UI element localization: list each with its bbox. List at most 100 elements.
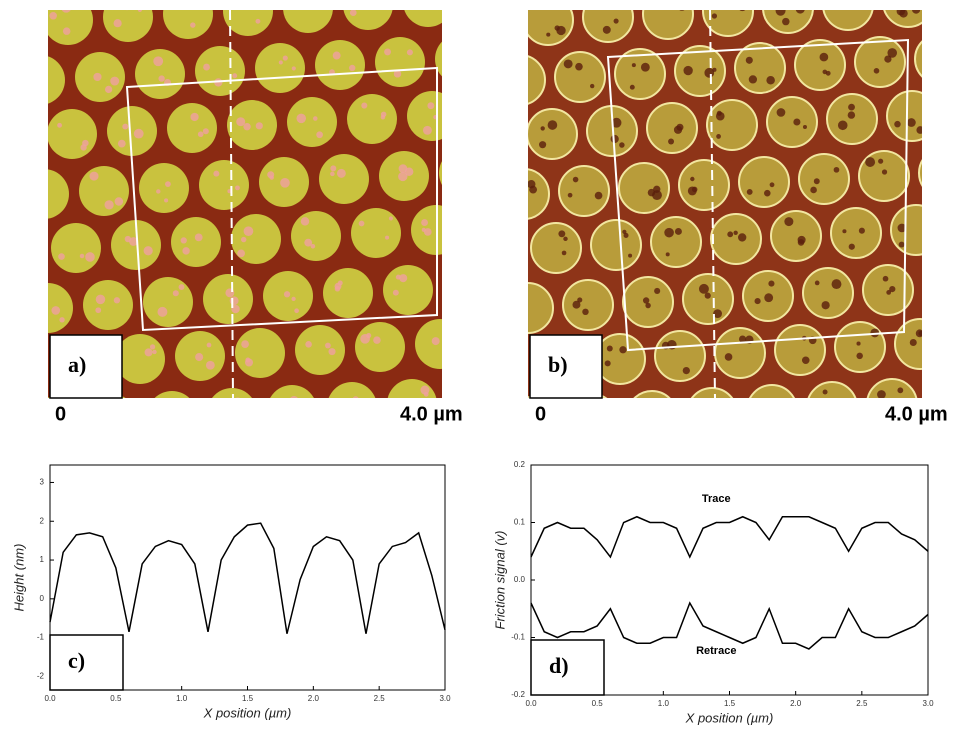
series-annotation: Trace	[702, 493, 731, 505]
dot	[407, 91, 457, 141]
speck	[245, 358, 253, 366]
dot	[135, 49, 185, 99]
speck	[747, 189, 753, 195]
dot	[951, 202, 979, 252]
speck	[172, 0, 179, 3]
speck	[423, 126, 432, 135]
speck	[490, 101, 498, 109]
speck	[822, 301, 830, 309]
dot	[803, 268, 853, 318]
speck	[856, 353, 863, 360]
dot	[591, 220, 641, 270]
speck	[766, 76, 775, 85]
speck	[207, 343, 212, 348]
speck	[793, 118, 800, 125]
speck	[662, 427, 668, 433]
speck	[665, 0, 671, 2]
dot	[267, 385, 317, 435]
speck	[907, 118, 916, 127]
speck	[305, 341, 312, 348]
speck	[499, 231, 503, 235]
speck	[432, 3, 438, 9]
speck	[510, 51, 514, 55]
speck	[607, 346, 613, 352]
speck	[573, 177, 579, 183]
speck	[764, 293, 773, 302]
speck	[339, 403, 345, 409]
speck	[153, 56, 163, 66]
speck	[516, 296, 525, 305]
speck	[233, 397, 242, 406]
dot	[355, 322, 405, 372]
speck	[932, 65, 939, 72]
scale-end: 4.0 µm	[400, 403, 463, 425]
speck	[912, 6, 920, 14]
speck	[933, 168, 939, 174]
speck	[95, 307, 101, 313]
speck	[849, 244, 855, 250]
speck	[894, 121, 900, 127]
speck	[8, 125, 16, 133]
speck	[179, 284, 185, 290]
speck	[63, 27, 71, 35]
dot	[955, 316, 979, 366]
speck	[925, 237, 930, 242]
speck	[630, 85, 635, 90]
speck	[104, 200, 113, 209]
speck	[688, 186, 697, 195]
speck	[37, 426, 43, 432]
speck	[269, 175, 273, 179]
dot	[531, 223, 581, 273]
dot	[383, 265, 433, 315]
dot	[711, 214, 761, 264]
speck	[229, 419, 236, 426]
dot	[943, 0, 979, 24]
y-tick-label: 2	[40, 516, 45, 525]
y-tick-label: -1	[37, 633, 45, 642]
speck	[138, 8, 142, 12]
speck	[755, 298, 761, 304]
speck	[884, 55, 891, 62]
speck	[484, 363, 494, 373]
speck	[170, 407, 179, 416]
speck	[3, 125, 11, 133]
speck	[61, 3, 71, 13]
speck	[36, 88, 44, 96]
dot	[683, 274, 733, 324]
speck	[449, 53, 456, 60]
x-tick-label: 3.0	[922, 699, 934, 708]
dot	[919, 148, 969, 198]
speck	[330, 165, 336, 171]
speck	[501, 78, 510, 87]
speck	[959, 297, 966, 304]
speck	[874, 68, 880, 74]
speck	[190, 113, 198, 121]
speck	[203, 64, 210, 71]
speck	[283, 55, 288, 60]
speck	[632, 63, 636, 67]
speck	[384, 48, 391, 55]
speck	[619, 346, 626, 353]
speck	[537, 433, 543, 439]
speck	[181, 237, 187, 243]
panel-label: b)	[548, 352, 568, 377]
speck	[641, 411, 645, 415]
speck	[654, 288, 660, 294]
speck	[874, 398, 883, 407]
speck	[56, 427, 64, 435]
y-tick-label: 0.0	[514, 575, 526, 584]
speck	[916, 329, 924, 337]
speck	[93, 73, 101, 81]
dot	[559, 166, 609, 216]
speck	[203, 128, 209, 134]
speck	[546, 33, 550, 37]
speck	[34, 89, 43, 98]
speck	[346, 413, 353, 420]
speck	[769, 414, 777, 422]
speck	[337, 169, 346, 178]
data-line	[531, 517, 928, 557]
dot	[415, 319, 465, 369]
dot	[435, 34, 485, 84]
dot	[27, 397, 77, 447]
speck	[643, 297, 649, 303]
